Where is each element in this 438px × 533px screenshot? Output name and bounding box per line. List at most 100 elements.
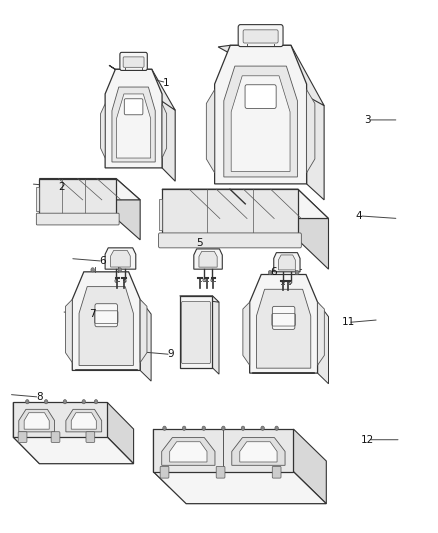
Circle shape xyxy=(163,426,166,430)
FancyBboxPatch shape xyxy=(123,57,144,67)
Polygon shape xyxy=(206,90,215,173)
Circle shape xyxy=(261,426,265,430)
Polygon shape xyxy=(162,104,166,158)
Polygon shape xyxy=(318,302,324,365)
Polygon shape xyxy=(298,189,328,269)
FancyBboxPatch shape xyxy=(181,302,210,364)
Circle shape xyxy=(282,281,284,284)
Polygon shape xyxy=(240,442,277,462)
Polygon shape xyxy=(231,76,290,172)
FancyBboxPatch shape xyxy=(216,466,225,478)
Polygon shape xyxy=(116,179,140,240)
Polygon shape xyxy=(39,179,116,219)
Polygon shape xyxy=(162,189,298,240)
Polygon shape xyxy=(107,402,134,464)
Text: 1: 1 xyxy=(163,78,170,87)
Polygon shape xyxy=(162,189,328,219)
Polygon shape xyxy=(66,300,72,362)
Polygon shape xyxy=(250,274,318,373)
Polygon shape xyxy=(170,442,207,462)
Circle shape xyxy=(202,426,205,430)
Circle shape xyxy=(118,268,121,272)
Polygon shape xyxy=(162,94,175,181)
Text: 9: 9 xyxy=(167,350,174,359)
Polygon shape xyxy=(279,255,295,270)
Polygon shape xyxy=(111,251,130,267)
Polygon shape xyxy=(256,289,311,368)
Polygon shape xyxy=(218,45,324,106)
Polygon shape xyxy=(66,409,102,432)
Polygon shape xyxy=(180,296,212,368)
Polygon shape xyxy=(274,253,300,272)
Polygon shape xyxy=(224,66,297,177)
Text: 8: 8 xyxy=(36,392,43,402)
Polygon shape xyxy=(243,302,250,365)
Polygon shape xyxy=(194,249,222,269)
FancyBboxPatch shape xyxy=(272,306,295,329)
Polygon shape xyxy=(117,94,151,158)
Circle shape xyxy=(275,426,279,430)
Circle shape xyxy=(268,270,272,274)
Polygon shape xyxy=(199,252,217,267)
Circle shape xyxy=(290,281,292,284)
Circle shape xyxy=(44,400,48,404)
Polygon shape xyxy=(162,438,215,465)
Circle shape xyxy=(222,426,225,430)
FancyBboxPatch shape xyxy=(36,213,119,225)
FancyBboxPatch shape xyxy=(159,233,301,248)
Polygon shape xyxy=(140,300,147,362)
Polygon shape xyxy=(307,90,315,173)
Polygon shape xyxy=(293,429,326,504)
FancyBboxPatch shape xyxy=(95,304,117,327)
FancyBboxPatch shape xyxy=(238,25,283,46)
Polygon shape xyxy=(39,179,140,200)
Text: 7: 7 xyxy=(88,310,95,319)
FancyBboxPatch shape xyxy=(120,52,147,70)
Polygon shape xyxy=(36,187,39,211)
Text: 11: 11 xyxy=(342,318,355,327)
Circle shape xyxy=(91,268,95,272)
Polygon shape xyxy=(153,429,293,472)
Polygon shape xyxy=(13,402,39,464)
Polygon shape xyxy=(79,287,133,366)
FancyBboxPatch shape xyxy=(160,466,169,478)
Text: 5: 5 xyxy=(196,238,203,247)
Polygon shape xyxy=(212,296,219,374)
FancyBboxPatch shape xyxy=(124,99,143,115)
Text: 3: 3 xyxy=(364,115,371,125)
Polygon shape xyxy=(101,104,105,158)
Circle shape xyxy=(82,400,85,404)
Circle shape xyxy=(295,270,299,274)
Text: 12: 12 xyxy=(361,435,374,445)
Text: 2: 2 xyxy=(58,182,65,191)
FancyBboxPatch shape xyxy=(51,432,60,442)
Polygon shape xyxy=(318,302,328,384)
Polygon shape xyxy=(13,402,107,437)
Circle shape xyxy=(94,400,98,404)
FancyBboxPatch shape xyxy=(272,466,281,478)
Polygon shape xyxy=(71,413,96,429)
Circle shape xyxy=(63,400,67,404)
Polygon shape xyxy=(307,84,324,200)
Text: 6: 6 xyxy=(99,256,106,266)
Polygon shape xyxy=(153,472,326,504)
Circle shape xyxy=(211,279,213,281)
Polygon shape xyxy=(215,45,307,184)
Polygon shape xyxy=(13,437,134,464)
FancyBboxPatch shape xyxy=(86,432,95,442)
Circle shape xyxy=(124,279,126,282)
Polygon shape xyxy=(72,272,140,370)
Text: 4: 4 xyxy=(356,211,363,221)
Polygon shape xyxy=(24,413,49,429)
Circle shape xyxy=(182,426,186,430)
FancyBboxPatch shape xyxy=(18,432,27,442)
Polygon shape xyxy=(105,248,136,269)
Polygon shape xyxy=(153,429,170,488)
Polygon shape xyxy=(105,69,162,168)
Circle shape xyxy=(203,279,205,281)
Circle shape xyxy=(115,279,117,282)
Polygon shape xyxy=(112,87,155,162)
Text: 6: 6 xyxy=(270,267,277,277)
Polygon shape xyxy=(109,65,175,110)
Polygon shape xyxy=(159,199,162,230)
